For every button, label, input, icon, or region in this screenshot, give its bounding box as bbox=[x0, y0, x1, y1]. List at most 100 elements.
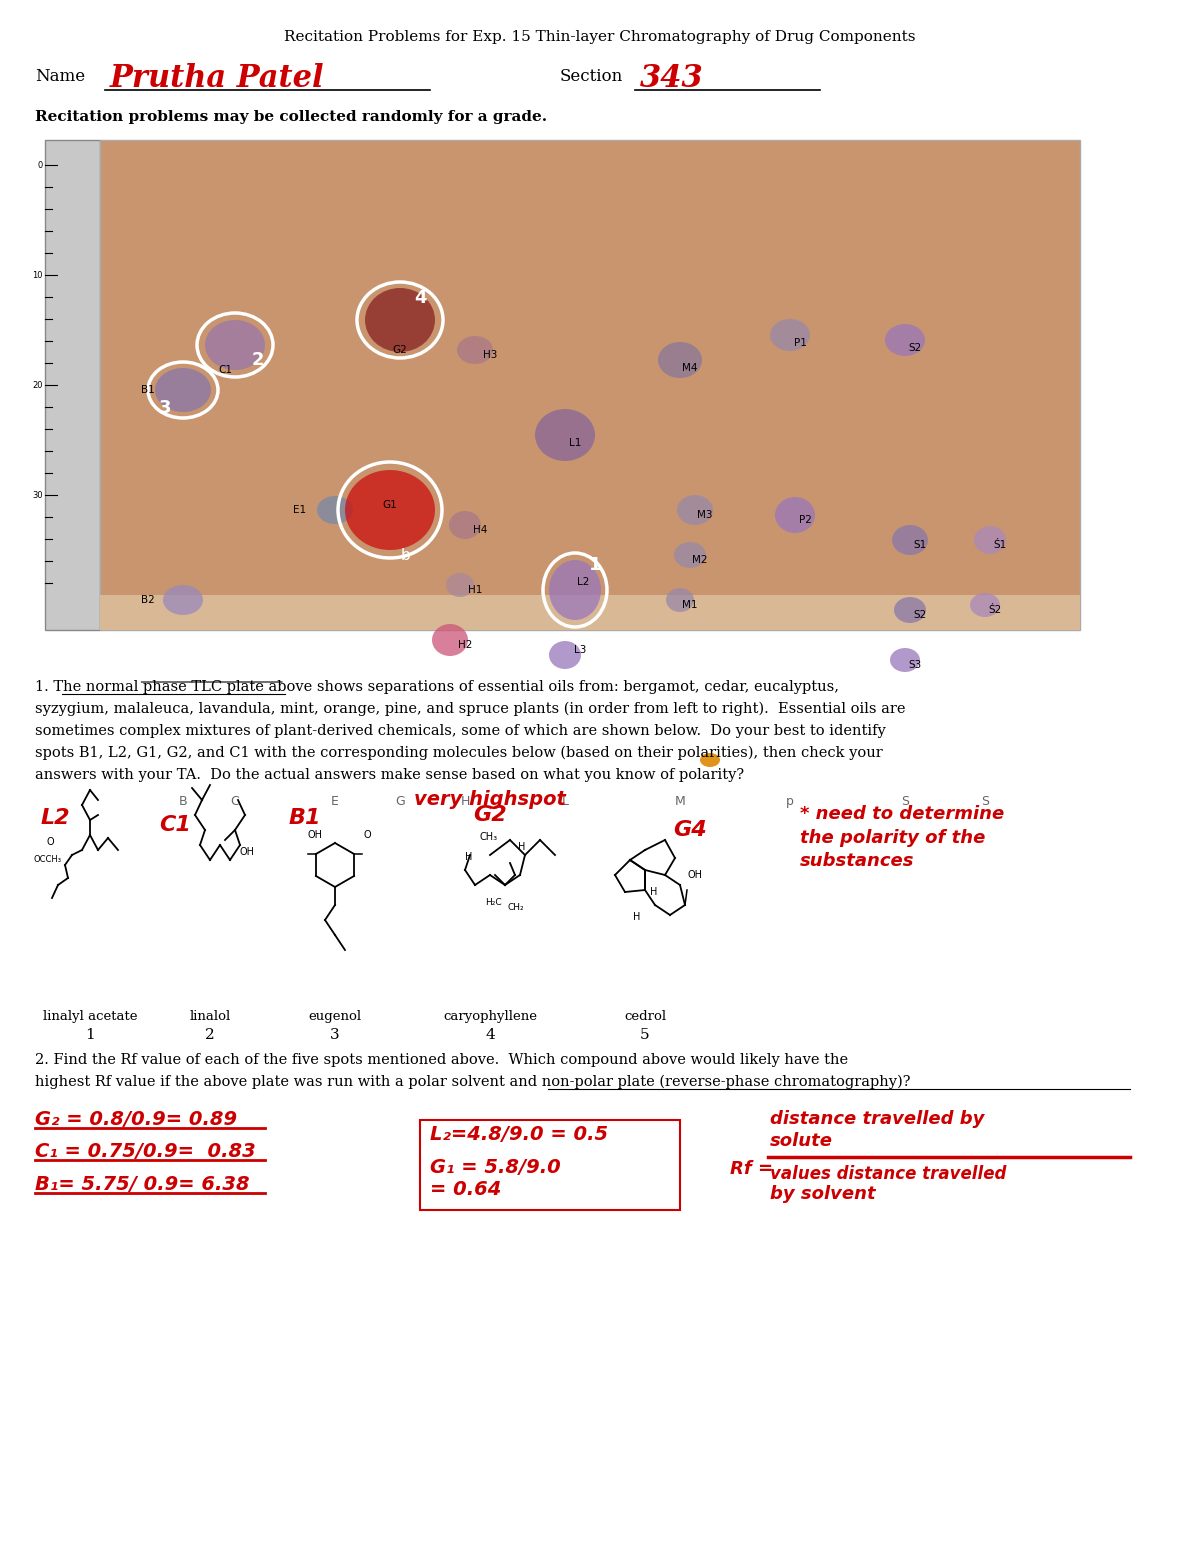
Bar bbox=[420, 1120, 680, 1210]
Text: B1: B1 bbox=[142, 385, 155, 394]
Text: OH: OH bbox=[240, 846, 256, 857]
Text: G4: G4 bbox=[673, 820, 707, 840]
Text: H: H bbox=[518, 842, 526, 853]
Text: L3: L3 bbox=[574, 644, 586, 655]
Text: L₂=4.8/9.0 = 0.5: L₂=4.8/9.0 = 0.5 bbox=[430, 1124, 608, 1145]
Text: syzygium, malaleuca, lavandula, mint, orange, pine, and spruce plants (in order : syzygium, malaleuca, lavandula, mint, or… bbox=[35, 702, 906, 716]
Text: H: H bbox=[461, 795, 469, 808]
Text: Rf =: Rf = bbox=[730, 1160, 773, 1179]
Ellipse shape bbox=[432, 624, 468, 655]
Ellipse shape bbox=[666, 589, 694, 612]
Text: 10: 10 bbox=[32, 270, 43, 280]
Text: H1: H1 bbox=[468, 585, 482, 595]
Ellipse shape bbox=[163, 585, 203, 615]
Ellipse shape bbox=[550, 641, 581, 669]
Ellipse shape bbox=[457, 335, 493, 363]
Text: 2: 2 bbox=[252, 351, 264, 370]
Text: E: E bbox=[331, 795, 338, 808]
Text: values distance travelled: values distance travelled bbox=[770, 1165, 1007, 1183]
Text: very highspot: very highspot bbox=[414, 790, 566, 809]
Text: B: B bbox=[179, 795, 187, 808]
Text: L2: L2 bbox=[40, 808, 70, 828]
Ellipse shape bbox=[674, 542, 706, 568]
Ellipse shape bbox=[677, 495, 713, 525]
Text: 0: 0 bbox=[37, 160, 43, 169]
Ellipse shape bbox=[970, 593, 1000, 617]
Ellipse shape bbox=[550, 561, 601, 620]
Text: H: H bbox=[634, 912, 641, 922]
Text: H₂C: H₂C bbox=[485, 898, 502, 907]
Text: L1: L1 bbox=[569, 438, 581, 447]
Ellipse shape bbox=[894, 596, 926, 623]
Ellipse shape bbox=[658, 342, 702, 377]
Text: M: M bbox=[674, 795, 685, 808]
Text: Recitation Problems for Exp. 15 Thin-layer Chromatography of Drug Components: Recitation Problems for Exp. 15 Thin-lay… bbox=[284, 30, 916, 43]
Text: 5: 5 bbox=[640, 1028, 650, 1042]
Text: 3: 3 bbox=[330, 1028, 340, 1042]
Text: H: H bbox=[466, 853, 473, 862]
Text: linalol: linalol bbox=[190, 1009, 230, 1023]
Text: C₁ = 0.75/0.9=  0.83: C₁ = 0.75/0.9= 0.83 bbox=[35, 1141, 256, 1162]
Text: M3: M3 bbox=[697, 509, 713, 520]
Text: H2: H2 bbox=[458, 640, 472, 651]
Text: CH₂: CH₂ bbox=[508, 902, 524, 912]
Bar bbox=[100, 595, 1080, 631]
Text: L: L bbox=[562, 795, 569, 808]
Text: Ś2: Ś2 bbox=[989, 606, 1002, 615]
Text: sometimes complex mixtures of plant-derived chemicals, some of which are shown b: sometimes complex mixtures of plant-deri… bbox=[35, 724, 886, 738]
Text: answers with your TA.  Do the actual answers make sense based on what you know o: answers with your TA. Do the actual answ… bbox=[35, 769, 744, 783]
Ellipse shape bbox=[446, 573, 474, 596]
Text: * need to determine
the polarity of the
substances: * need to determine the polarity of the … bbox=[800, 804, 1004, 870]
Text: B₁= 5.75/ 0.9= 6.38: B₁= 5.75/ 0.9= 6.38 bbox=[35, 1176, 250, 1194]
Ellipse shape bbox=[317, 495, 353, 523]
Text: caryophyllene: caryophyllene bbox=[443, 1009, 538, 1023]
Ellipse shape bbox=[700, 753, 720, 767]
Text: S: S bbox=[901, 795, 910, 808]
Ellipse shape bbox=[155, 368, 211, 412]
Text: 2: 2 bbox=[205, 1028, 215, 1042]
Text: M1: M1 bbox=[683, 599, 697, 610]
Text: linalyl acetate: linalyl acetate bbox=[43, 1009, 137, 1023]
Text: B1: B1 bbox=[289, 808, 322, 828]
Text: OCCH₃: OCCH₃ bbox=[34, 856, 62, 863]
Text: E1: E1 bbox=[294, 505, 306, 516]
Text: b: b bbox=[401, 548, 410, 562]
Ellipse shape bbox=[892, 525, 928, 554]
Ellipse shape bbox=[205, 320, 265, 370]
Text: G1: G1 bbox=[383, 500, 397, 509]
Text: spots B1, L2, G1, G2, and C1 with the corresponding molecules below (based on th: spots B1, L2, G1, G2, and C1 with the co… bbox=[35, 745, 883, 761]
Text: L2: L2 bbox=[577, 578, 589, 587]
Text: distance travelled by: distance travelled by bbox=[770, 1110, 984, 1127]
Text: P2: P2 bbox=[798, 516, 811, 525]
Text: Recitation problems may be collected randomly for a grade.: Recitation problems may be collected ran… bbox=[35, 110, 547, 124]
Text: eugenol: eugenol bbox=[308, 1009, 361, 1023]
Text: CH₃: CH₃ bbox=[480, 832, 498, 842]
Text: 2. Find the Rf value of each of the five spots mentioned above.  Which compound : 2. Find the Rf value of each of the five… bbox=[35, 1053, 848, 1067]
Text: G2: G2 bbox=[473, 804, 506, 825]
Text: M4: M4 bbox=[683, 363, 697, 373]
Text: 1. The normal phase TLC plate above shows separations of essential oils from: be: 1. The normal phase TLC plate above show… bbox=[35, 680, 839, 694]
Text: G₁ = 5.8/9.0: G₁ = 5.8/9.0 bbox=[430, 1159, 560, 1177]
Ellipse shape bbox=[346, 471, 436, 550]
Text: S3: S3 bbox=[908, 660, 922, 669]
Text: 1: 1 bbox=[85, 1028, 95, 1042]
Text: p: p bbox=[786, 795, 794, 808]
Text: P1: P1 bbox=[793, 339, 806, 348]
Text: Section: Section bbox=[560, 68, 623, 85]
Text: 30: 30 bbox=[32, 491, 43, 500]
Text: S2: S2 bbox=[913, 610, 926, 620]
Text: G: G bbox=[395, 795, 404, 808]
Text: solute: solute bbox=[770, 1132, 833, 1151]
Ellipse shape bbox=[974, 526, 1006, 554]
Text: O: O bbox=[46, 837, 54, 846]
Text: = 0.64: = 0.64 bbox=[430, 1180, 502, 1199]
Ellipse shape bbox=[890, 648, 920, 672]
Text: C: C bbox=[230, 795, 239, 808]
Text: Name: Name bbox=[35, 68, 85, 85]
Ellipse shape bbox=[365, 287, 436, 353]
Text: 3: 3 bbox=[158, 399, 172, 418]
Ellipse shape bbox=[535, 408, 595, 461]
Text: highest Rf value if the above plate was run with a polar solvent and non-polar p: highest Rf value if the above plate was … bbox=[35, 1075, 911, 1089]
Text: B2: B2 bbox=[142, 595, 155, 606]
Bar bbox=[100, 140, 1080, 631]
